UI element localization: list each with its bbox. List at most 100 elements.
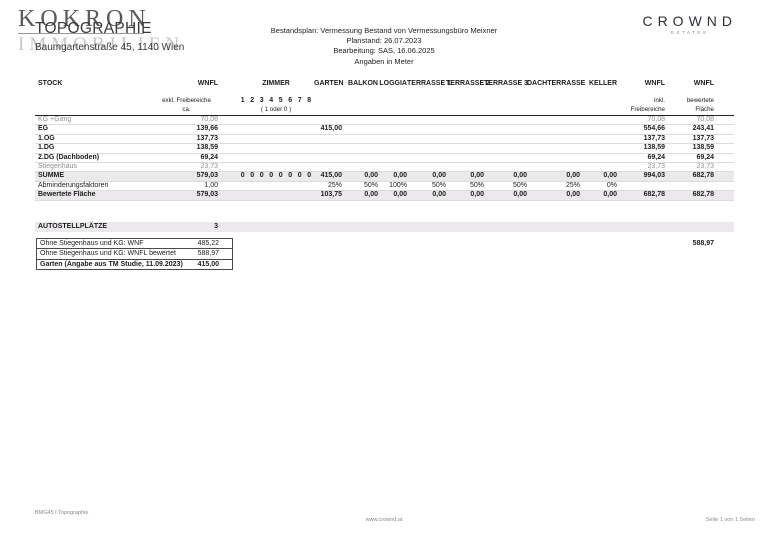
zimmer-value: 0 [240,172,245,180]
cell-t3: 50% [512,181,527,189]
col-header-wnfl-bewertet: WNFL [693,80,714,87]
row-label: 1.DG [38,144,55,152]
summary-label: Ohne Stiegenhaus und KG: WNFL bewertet [40,250,176,258]
cell-bew: 243,41 [692,125,714,133]
table-row: KG +Gang 70,08 70,08 70,08 [35,116,734,126]
cell-loggia: 0,00 [393,191,407,199]
zimmer-digit: 1 [240,97,245,104]
cell-t2: 0,00 [470,172,484,180]
cell-inkl: 994,03 [643,172,665,180]
summary-value: 415,00 [197,260,219,268]
col-header-terrasse2: TERRASSE 2 [446,80,490,87]
meta-line-bestandsplan: Bestandsplan: Vermessung Bestand von Ver… [270,26,498,35]
cell-wnfl: 139,66 [196,125,218,133]
col-header-zimmer: ZIMMER [262,80,290,87]
zimmer-digit: 7 [297,97,302,104]
zimmer-value: 0 [288,172,293,180]
kokron-brand-text: KOKRON [18,6,151,32]
table-body: KG +Gang 70,08 70,08 70,08 EG 139,66 415,00 554… [35,116,734,201]
cell-dach: 25% [565,181,580,189]
cell-wnfl: 138,59 [196,144,218,152]
zimmer-digit: 8 [307,97,312,104]
cell-balkon: 50% [363,181,378,189]
cell-wnfl: 70,08 [200,116,218,123]
row-label: 1.OG [38,134,55,142]
subheader-wnfl-bew-1: bewertete [686,97,714,104]
subheader-wnfl-bew-2: Fläche [695,105,714,113]
col-header-garten: GARTEN [314,80,344,87]
row-label: KG +Gang [38,116,72,123]
area-table: STOCK WNFL ZIMMER GARTEN BALKON LOGGIA T… [35,79,734,201]
zimmer-digit: 4 [269,97,274,104]
floating-total-value: 588,97 [692,240,714,247]
summary-row: Ohne Stiegenhaus und KG: WNF 485,22 [37,239,232,250]
kokron-brand-subtext: IMMOBILIEN [18,34,185,55]
cell-keller: 0% [606,181,617,189]
table-row: 1.DG 138,59 138,59 138,59 [35,144,734,154]
cell-t1: 0,00 [432,191,446,199]
zimmer-digit: 5 [278,97,283,104]
cell-loggia: 100% [389,181,407,189]
cell-dach: 0,00 [566,191,580,199]
cell-garten: 415,00 [320,172,342,180]
footer-page-number: Seite 1 von 1 Seiten [705,517,755,523]
cell-dach: 0,00 [566,172,580,180]
row-label: Bewertete Fläche [38,191,96,199]
summary-value: 485,22 [197,240,219,247]
meta-line-planstand: Planstand: 26.07.2023 [346,36,422,46]
crownd-brand-text: CROWND [642,13,737,29]
cell-t2: 50% [469,181,484,189]
col-header-stock: STOCK [38,80,63,87]
zimmer-digit: 2 [250,97,255,104]
zimmer-digit: 6 [288,97,293,104]
cell-bew: 138,59 [692,144,714,152]
autostellplaetze-row: AUTOSTELLPLÄTZE 3 [35,222,734,232]
cell-inkl: 554,66 [643,125,665,133]
cell-bew: 682,78 [692,191,714,199]
zimmer-value: 0 [297,172,302,180]
cell-wnfl: 579,03 [196,191,218,199]
cell-wnfl: 1,00 [204,181,218,189]
cell-keller: 0,00 [603,191,617,199]
zimmer-value: 0 [278,172,283,180]
col-header-terrasse3: TERRASSE 3 [484,80,528,87]
cell-t1: 0,00 [432,172,446,180]
cell-inkl: 69,24 [647,153,665,161]
summary-label: Ohne Stiegenhaus und KG: WNF [40,240,144,247]
col-header-terrasse1: TERRASSE 1 [407,80,451,87]
summary-row: Garten (Angabe aus TM Studie, 11.09.2023… [37,260,232,269]
row-label: SUMME [38,172,65,180]
cell-balkon: 0,00 [364,191,378,199]
cell-balkon: 0,00 [364,172,378,180]
autostellplaetze-value: 3 [214,223,218,230]
footer-website: www.crownd.at [365,517,403,523]
cell-bew: 69,24 [696,153,714,161]
autostellplaetze-label: AUTOSTELLPLÄTZE [38,223,108,230]
row-label: Stiegenhaus [38,162,77,170]
col-header-balkon: BALKON [348,80,378,87]
crownd-logo: CROWND ESTATES [642,13,737,35]
cell-t3: 0,00 [513,191,527,199]
summary-value: 588,97 [197,250,219,258]
subheader-wnfl-ca: ca. [182,105,191,113]
col-header-keller: KELLER [589,80,617,87]
row-label: 2.DG (Dachboden) [38,153,100,161]
summary-box: Ohne Stiegenhaus und KG: WNF 485,22 Ohne S… [36,238,233,270]
meta-line-bearbeitung: Bearbeitung: SAS, 16.06.2025 [333,46,435,56]
cell-t1: 50% [431,181,446,189]
zimmer-value: 0 [250,172,255,180]
cell-inkl: 137,73 [643,134,665,142]
table-row: 1.OG 137,73 137,73 137,73 [35,134,734,145]
summary-row: Ohne Stiegenhaus und KG: WNFL bewertet 58… [37,249,232,260]
cell-bew: 682,78 [692,172,714,180]
cell-bew: 23,73 [696,162,714,170]
table-row: Stiegenhaus 23,73 23,73 23,73 [35,162,734,173]
table-row: Bewertete Fläche 579,03 103,75 0,00 0,00 0,00… [35,191,734,201]
zimmer-value: 0 [269,172,274,180]
col-header-wnfl: WNFL [197,80,218,87]
summary-label: Garten (Angabe aus TM Studie, 11.09.2023… [40,260,183,268]
